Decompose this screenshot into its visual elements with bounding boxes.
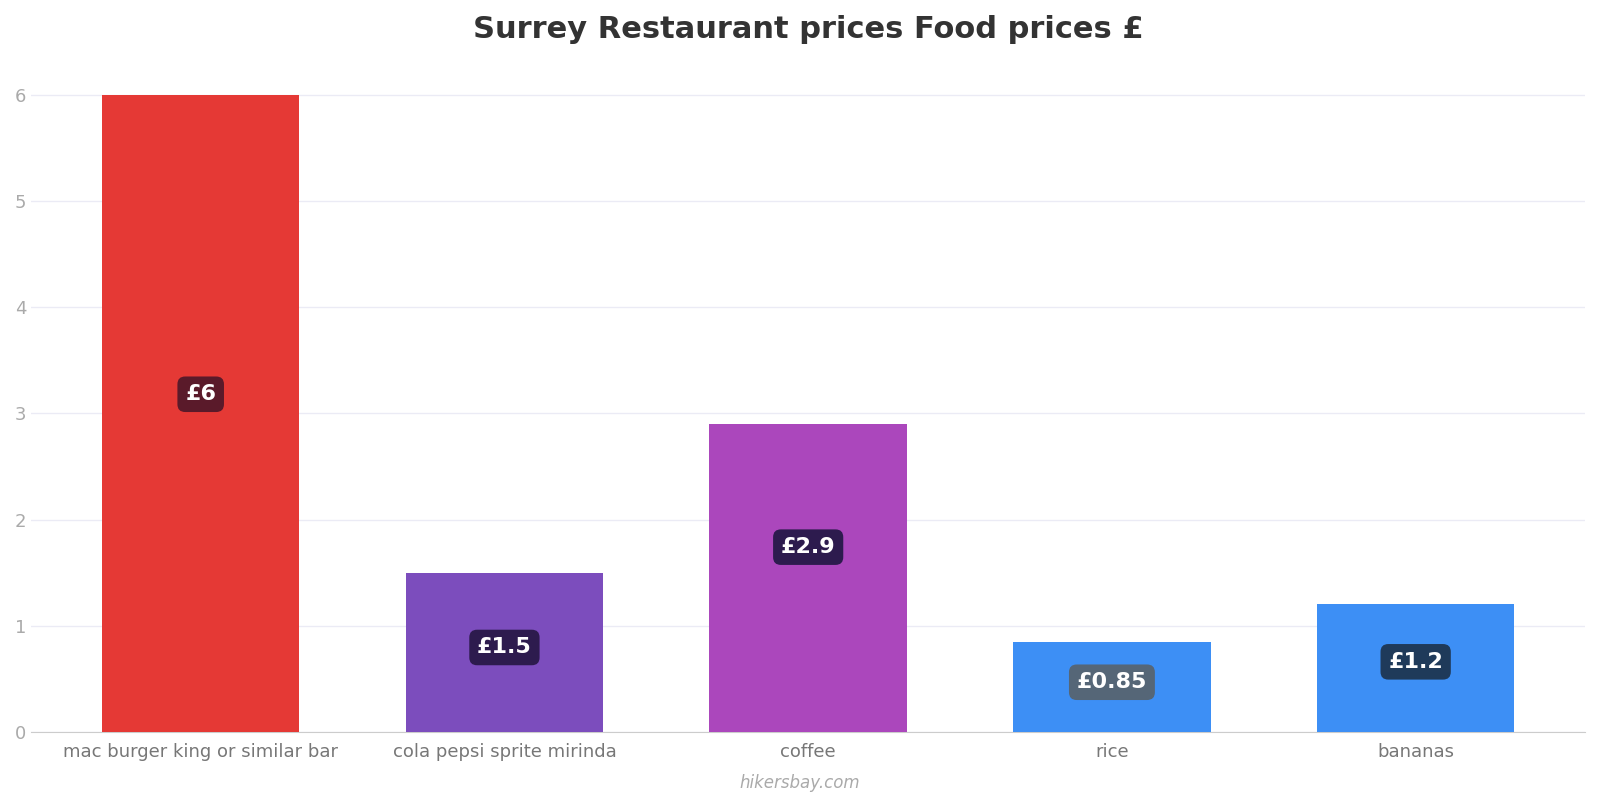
Text: £1.5: £1.5 (477, 638, 531, 658)
Text: £6: £6 (186, 384, 216, 404)
Bar (1013, 642, 1211, 732)
Text: £2.9: £2.9 (781, 537, 835, 557)
Text: hikersbay.com: hikersbay.com (739, 774, 861, 792)
Text: £1.2: £1.2 (1389, 652, 1443, 672)
Text: £0.85: £0.85 (1077, 672, 1147, 692)
Bar (1317, 605, 1514, 732)
Bar (406, 573, 603, 732)
Title: Surrey Restaurant prices Food prices £: Surrey Restaurant prices Food prices £ (474, 15, 1144, 44)
Bar (709, 424, 907, 732)
Bar (102, 95, 299, 732)
